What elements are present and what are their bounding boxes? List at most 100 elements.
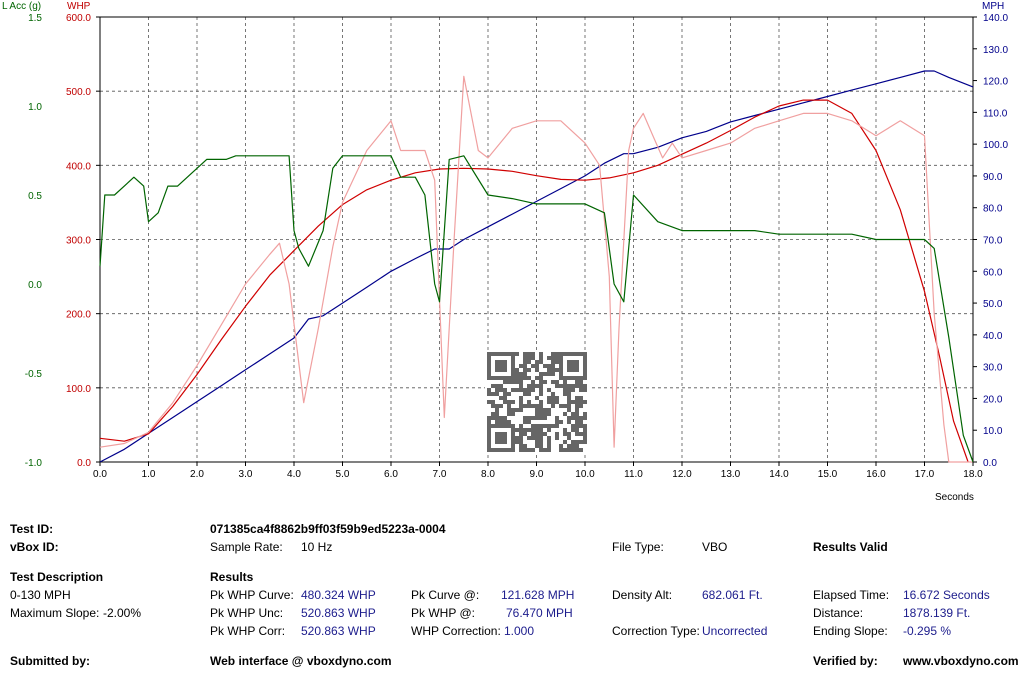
qr-module [527, 420, 531, 424]
qr-module [575, 440, 579, 444]
qr-module [539, 404, 543, 408]
series-line-whp-2 [99, 75, 973, 463]
x-tick-label: 8.0 [481, 469, 495, 480]
qr-module [499, 384, 503, 388]
mph-tick-label: 20.0 [983, 394, 1003, 405]
qr-module [499, 388, 503, 392]
x-tick-label: 0.0 [93, 469, 107, 480]
qr-module [523, 392, 527, 396]
qr-module [567, 432, 571, 436]
acc-tick-label: 0.5 [28, 191, 42, 202]
qr-module [579, 424, 583, 428]
qr-module [531, 416, 535, 420]
qr-module [527, 384, 531, 388]
qr-module [571, 448, 575, 452]
ending-slope-label: Ending Slope: [813, 624, 888, 638]
qr-module [583, 400, 587, 404]
qr-module [547, 428, 551, 432]
dyno-chart: 0.0 1.0 2.0 3.0 4.0 5.0 6.0 7.0 8.0 9.0 10.0 11.0 12… [2, 1, 1008, 503]
qr-module [527, 376, 531, 380]
qr-module [539, 384, 543, 388]
whp-tick-label: 600.0 [66, 13, 91, 24]
series-line-acc-3 [99, 155, 974, 463]
acc-tick-label: -1.0 [25, 458, 43, 469]
qr-module [571, 416, 575, 420]
qr-module [555, 368, 559, 372]
qr-module [539, 380, 543, 384]
qr-module [519, 364, 523, 368]
qr-module [543, 408, 547, 412]
qr-module [531, 388, 535, 392]
qr-module [515, 376, 519, 380]
qr-module [519, 436, 523, 440]
qr-module [571, 400, 575, 404]
qr-module [527, 368, 531, 372]
qr-finder-center [495, 432, 507, 444]
qr-module [567, 384, 571, 388]
qr-module [523, 364, 527, 368]
max-slope-value: -2.00% [103, 606, 142, 620]
qr-module [543, 380, 547, 384]
qr-module [491, 412, 495, 416]
qr-module [499, 396, 503, 400]
pk-whp-curve-label: Pk WHP Curve: [210, 588, 294, 602]
qr-module [563, 428, 567, 432]
qr-module [579, 384, 583, 388]
qr-module [563, 384, 567, 388]
qr-module [531, 356, 535, 360]
qr-module [579, 400, 583, 404]
qr-module [515, 428, 519, 432]
qr-module [563, 380, 567, 384]
qr-module [559, 420, 563, 424]
qr-module [575, 396, 579, 400]
qr-module [563, 448, 567, 452]
qr-module [543, 448, 547, 452]
pk-whp-at-value: 76.470 MPH [506, 606, 573, 620]
qr-module [523, 372, 527, 376]
qr-module [551, 424, 555, 428]
qr-module [579, 404, 583, 408]
qr-module [559, 448, 563, 452]
qr-module [539, 388, 543, 392]
x-axis-label: Seconds [935, 492, 974, 503]
qr-module [487, 392, 491, 396]
qr-module [563, 388, 567, 392]
x-tick-label: 3.0 [239, 469, 253, 480]
qr-module [519, 388, 523, 392]
qr-module [523, 360, 527, 364]
qr-module [567, 416, 571, 420]
qr-module [535, 396, 539, 400]
x-tick-label: 14.0 [769, 469, 789, 480]
qr-module [535, 428, 539, 432]
qr-module [495, 404, 499, 408]
qr-module [579, 380, 583, 384]
x-tick-label: 9.0 [530, 469, 544, 480]
qr-module [523, 368, 527, 372]
qr-module [567, 408, 571, 412]
elapsed-time-label: Elapsed Time: [813, 588, 890, 602]
max-slope-label: Maximum Slope: [10, 606, 100, 620]
qr-module [571, 444, 575, 448]
qr-module [535, 412, 539, 416]
qr-module [571, 384, 575, 388]
qr-finder-center [495, 360, 507, 372]
qr-module [499, 404, 503, 408]
pk-whp-unc-value: 520.863 WHP [301, 606, 376, 620]
qr-module [519, 408, 523, 412]
x-tick-label: 12.0 [672, 469, 692, 480]
qr-module [523, 376, 527, 380]
x-tick-label: 2.0 [190, 469, 204, 480]
qr-module [531, 384, 535, 388]
qr-module [551, 372, 555, 376]
x-tick-label: 6.0 [384, 469, 398, 480]
x-tick-label: 16.0 [866, 469, 886, 480]
qr-module [511, 400, 515, 404]
mph-tick-label: 10.0 [983, 426, 1003, 437]
qr-module [519, 396, 523, 400]
qr-module [579, 448, 583, 452]
qr-module [539, 448, 543, 452]
qr-module [507, 380, 511, 384]
qr-module [527, 392, 531, 396]
whp-tick-label: 400.0 [66, 161, 91, 172]
qr-module [555, 416, 559, 420]
